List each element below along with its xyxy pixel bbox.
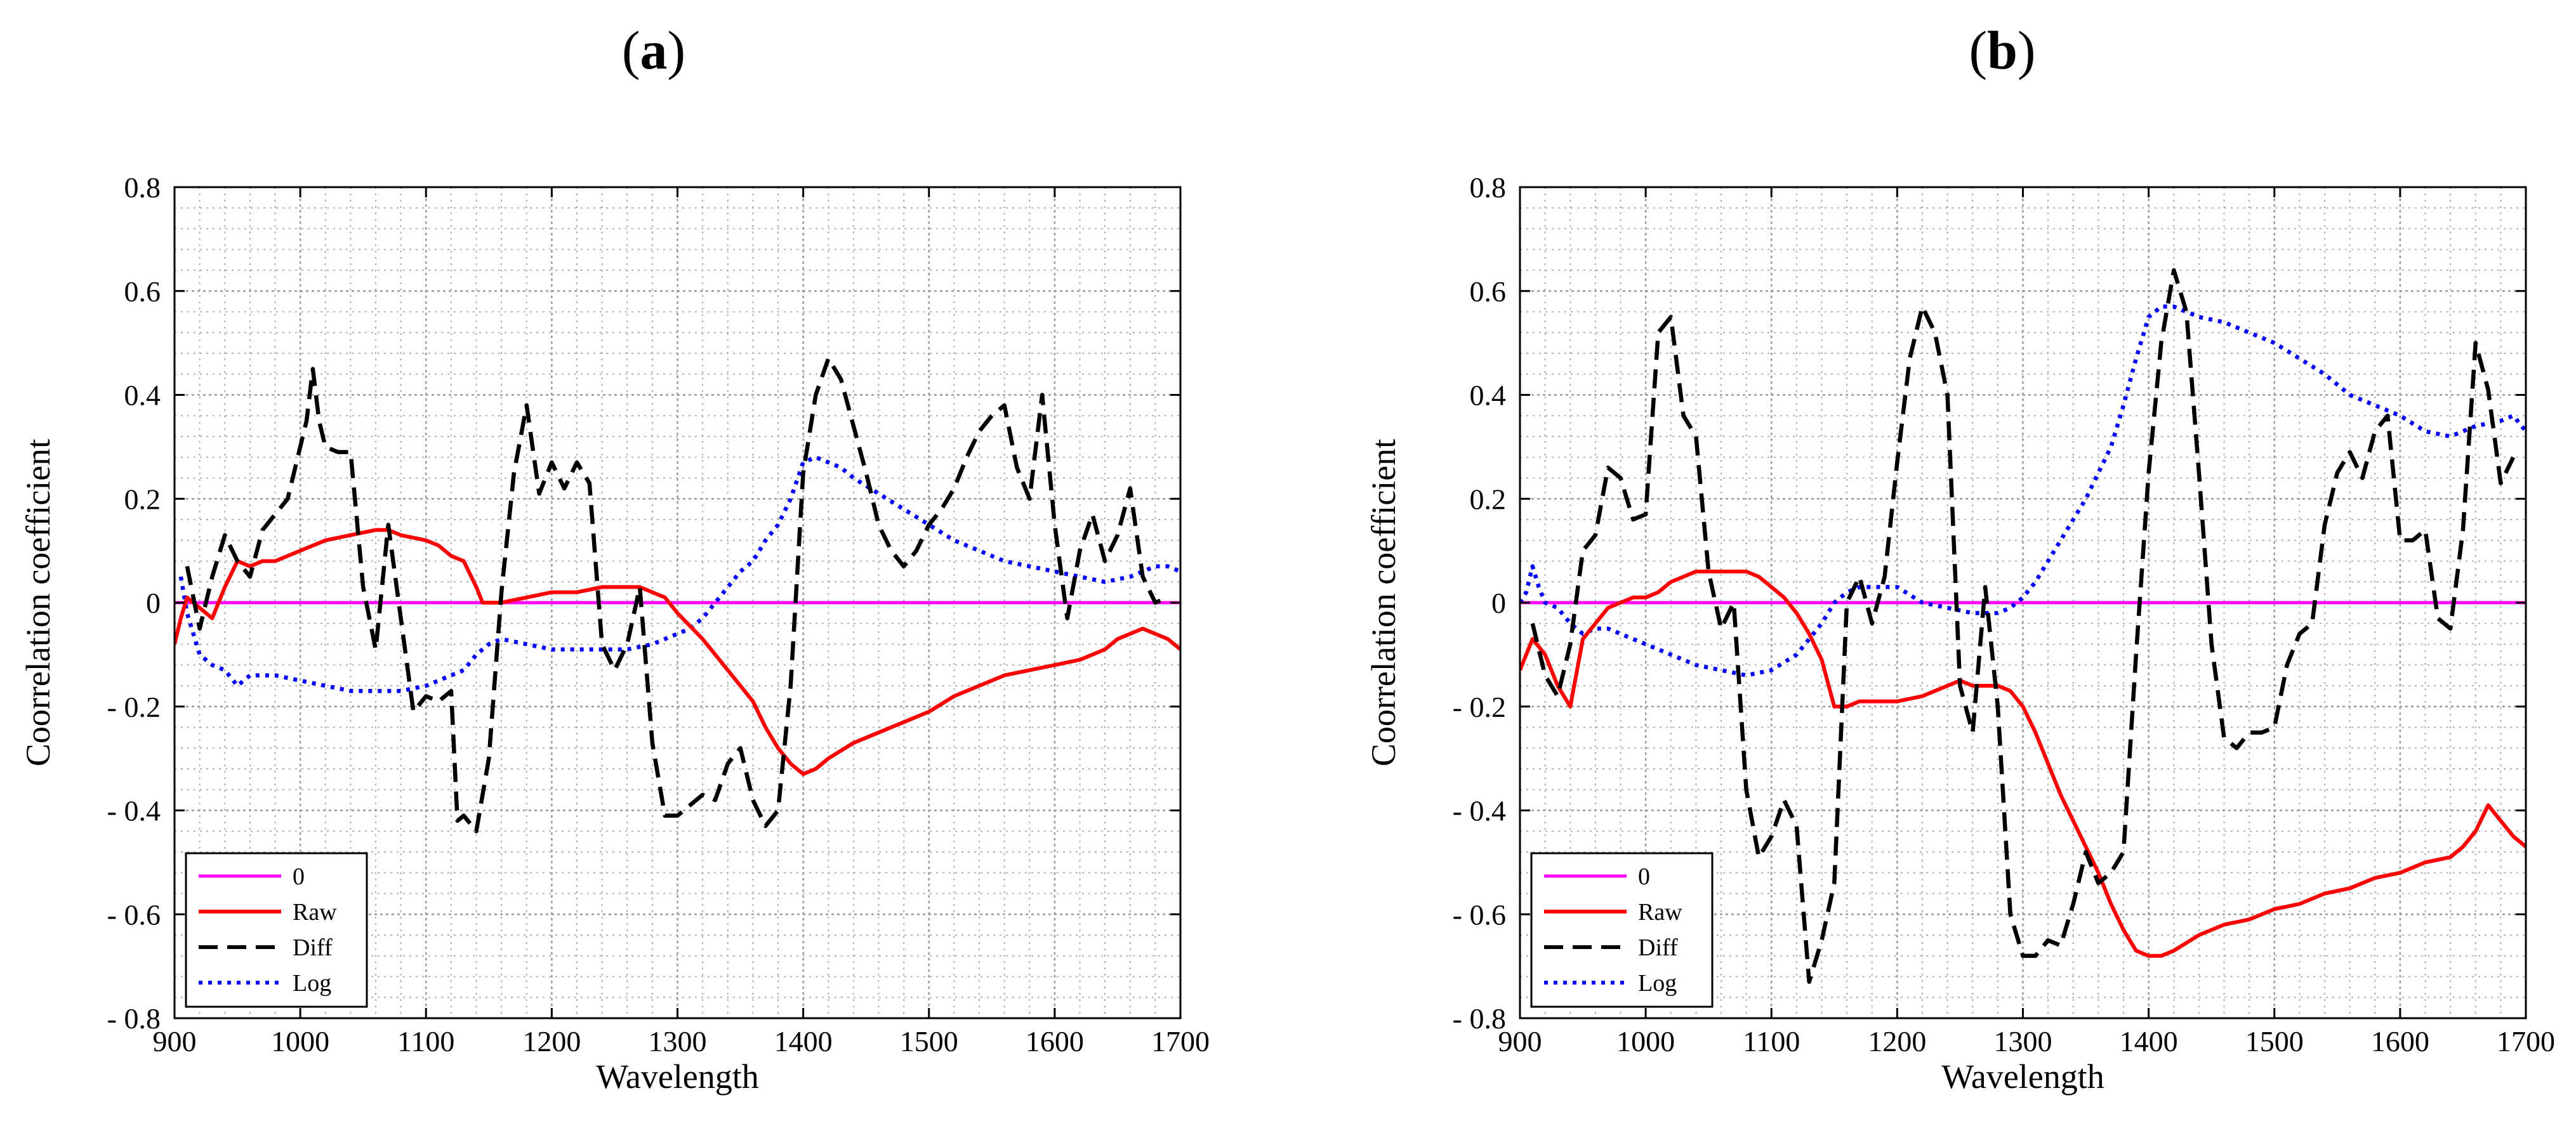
chart0-legend-label-raw: Raw xyxy=(293,899,337,926)
chart1-xtick-label: 1600 xyxy=(2371,1025,2429,1058)
chart0-legend-label-diff: Diff xyxy=(293,934,333,961)
chart0-y-axis-label: Coorrelation coefficient xyxy=(19,439,57,766)
chart0-ytick-label: 0.4 xyxy=(124,379,161,412)
chart0-ytick-label: 0.2 xyxy=(124,483,161,515)
chart0-series-diff xyxy=(185,356,1169,834)
chart1-x-axis-label: Wavelength xyxy=(1941,1058,2104,1096)
chart0-legend: 0 Raw Diff Log xyxy=(185,852,368,1008)
chart1-xtick-label: 1500 xyxy=(2245,1025,2304,1058)
chart0-x-axis-label: Wavelength xyxy=(596,1058,759,1096)
chart1-series-raw xyxy=(1520,569,2526,958)
chart1-legend-label-diff: Diff xyxy=(1638,934,1678,961)
chart0-series-log xyxy=(178,455,1180,693)
chart0-legend-label-log: Log xyxy=(293,970,331,997)
chart1-legend-label-raw: Raw xyxy=(1638,899,1682,926)
chart1-xtick-label: 1400 xyxy=(2120,1025,2178,1058)
chart1-xtick-label: 1300 xyxy=(1994,1025,2052,1058)
chart1-ytick-label: - 0.2 xyxy=(1453,691,1506,723)
chart-b: 900 1000 1100 1200 1300 1400 1500 1600 1700 0.8 0.… xyxy=(1364,171,2555,1096)
chart0-xtick-label: 1300 xyxy=(649,1025,707,1058)
chart0-xtick-label: 1100 xyxy=(397,1025,454,1058)
chart0-xtick-label: 1400 xyxy=(774,1025,833,1058)
chart0-xtick-label: 1600 xyxy=(1026,1025,1084,1058)
chart1-legend-label-log: Log xyxy=(1638,970,1677,997)
chart0-ytick-label: 0 xyxy=(146,587,161,619)
chart0-ytick-label: - 0.6 xyxy=(107,898,161,931)
chart1-ytick-label: 0.2 xyxy=(1470,483,1507,515)
chart0-ytick-label: - 0.4 xyxy=(107,795,161,827)
chart0-legend-label-0: 0 xyxy=(293,863,305,890)
chart1-y-axis-label: Coorrelation coefficient xyxy=(1364,439,1403,766)
chart1-ytick-label: 0.6 xyxy=(1470,275,1507,308)
chart0-xtick-label: 1500 xyxy=(900,1025,958,1058)
chart1-ytick-label: - 0.8 xyxy=(1453,1002,1506,1035)
chart1-legend-label-0: 0 xyxy=(1638,863,1650,890)
chart1-xtick-label: 1200 xyxy=(1868,1025,1926,1058)
chart0-ytick-label: - 0.8 xyxy=(107,1002,161,1035)
chart1-ytick-label: 0.4 xyxy=(1470,379,1507,412)
chart1-legend: 0 Raw Diff Log xyxy=(1530,852,1714,1008)
panel-label-b: (b) xyxy=(1969,20,2035,81)
chart0-xtick-label: 1700 xyxy=(1151,1025,1210,1058)
chart0-xtick-label: 1000 xyxy=(271,1025,329,1058)
chart1-xtick-label: 1000 xyxy=(1616,1025,1675,1058)
chart1-xtick-label: 900 xyxy=(1498,1025,1542,1058)
chart0-xtick-label: 1200 xyxy=(522,1025,581,1058)
chart0-ytick-label: 0.8 xyxy=(124,171,161,204)
chart0-xtick-label: 900 xyxy=(153,1025,197,1058)
chart1-ytick-label: 0.8 xyxy=(1470,171,1507,204)
chart-a: 900 1000 1100 1200 1300 1400 1500 1600 1700 0.8 0.… xyxy=(19,171,1210,1096)
chart0-series-raw xyxy=(175,528,1180,776)
chart1-xtick-label: 1100 xyxy=(1743,1025,1800,1058)
panel-label-a: (a) xyxy=(622,20,685,81)
chart1-series-diff xyxy=(1530,268,2516,984)
chart1-ytick-label: 0 xyxy=(1491,587,1506,619)
chart1-xtick-label: 1700 xyxy=(2497,1025,2555,1058)
chart0-ytick-label: - 0.2 xyxy=(107,691,161,723)
chart1-ytick-label: - 0.6 xyxy=(1453,898,1506,931)
chart1-ytick-label: - 0.4 xyxy=(1453,795,1506,827)
chart0-ytick-label: 0.6 xyxy=(124,275,161,308)
